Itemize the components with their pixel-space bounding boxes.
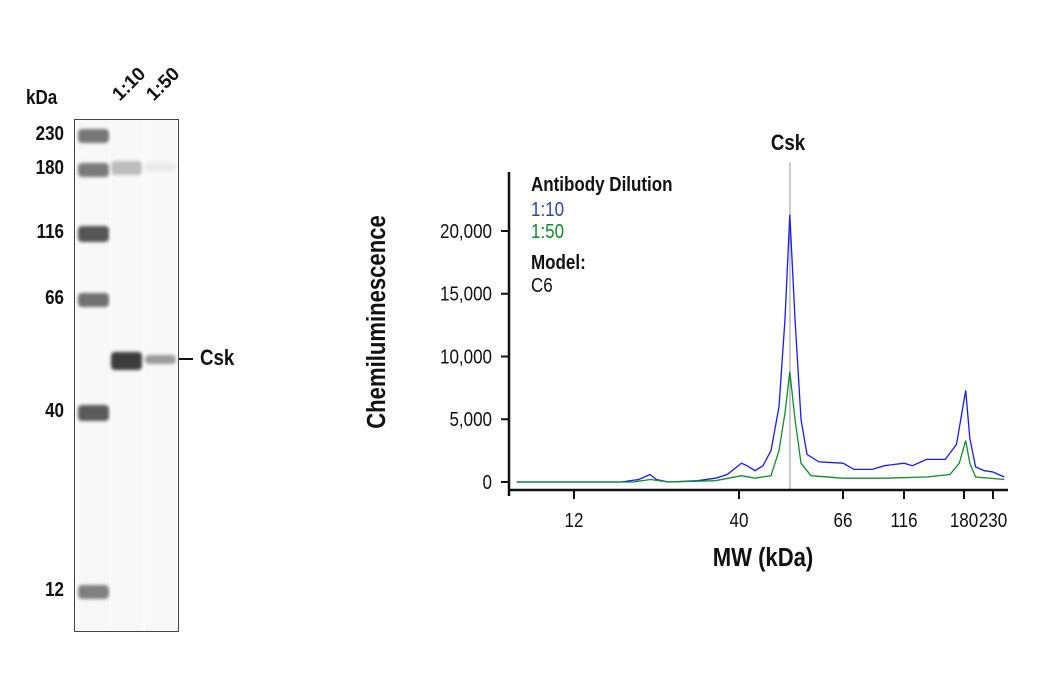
band-180: [111, 161, 142, 175]
blot-image: [74, 119, 179, 632]
csk-band: [111, 352, 142, 370]
y-tick-label: 15,000: [440, 282, 492, 305]
x-tick-label: 66: [834, 509, 853, 532]
legend-title: Antibody Dilution: [531, 173, 673, 196]
x-axis-label: MW (kDa): [713, 543, 814, 572]
x-tick-label: 180: [950, 509, 978, 532]
series-line-1-10: [516, 214, 1005, 483]
ladder-band: [78, 226, 109, 242]
x-tick-label: 40: [730, 509, 749, 532]
marker-66: 66: [45, 287, 64, 309]
marker-12: 12: [45, 579, 64, 601]
lane-1-50: [145, 120, 176, 631]
ladder-band: [78, 163, 109, 177]
ladder-band: [78, 293, 109, 307]
x-tick-label: 230: [979, 509, 1007, 532]
marker-180: 180: [35, 157, 64, 179]
model-label: Model:: [531, 251, 586, 274]
marker-40: 40: [45, 400, 64, 422]
kda-label: kDa: [26, 87, 58, 109]
y-tick-label: 0: [483, 471, 492, 494]
lane-1-10: [111, 120, 142, 631]
legend: Antibody Dilution 1:10 1:50 Model: C6: [531, 173, 673, 297]
x-tick-label: 12: [565, 509, 584, 532]
x-tick-label: 116: [890, 509, 917, 532]
csk-band: [145, 355, 176, 364]
csk-pointer-line: [179, 358, 193, 360]
chart-title: Csk: [771, 132, 806, 156]
marker-230: 230: [35, 123, 64, 145]
marker-116: 116: [36, 221, 64, 243]
ladder-band: [78, 129, 109, 143]
band-180: [145, 163, 176, 171]
ladder-band: [78, 405, 109, 421]
csk-band-label: Csk: [200, 345, 235, 370]
y-tick-label: 20,000: [440, 220, 492, 243]
y-axis-label: Chemiluminescence: [362, 215, 391, 429]
legend-entry-1-50: 1:50: [531, 220, 564, 243]
y-tick-label: 5,000: [449, 408, 492, 431]
series-line-1-50: [516, 371, 1005, 483]
ladder-band: [78, 585, 109, 599]
y-tick-label: 10,000: [440, 345, 492, 368]
legend-entry-1-10: 1:10: [531, 198, 564, 221]
ladder-lane: [78, 120, 109, 631]
model-value: C6: [531, 274, 553, 297]
